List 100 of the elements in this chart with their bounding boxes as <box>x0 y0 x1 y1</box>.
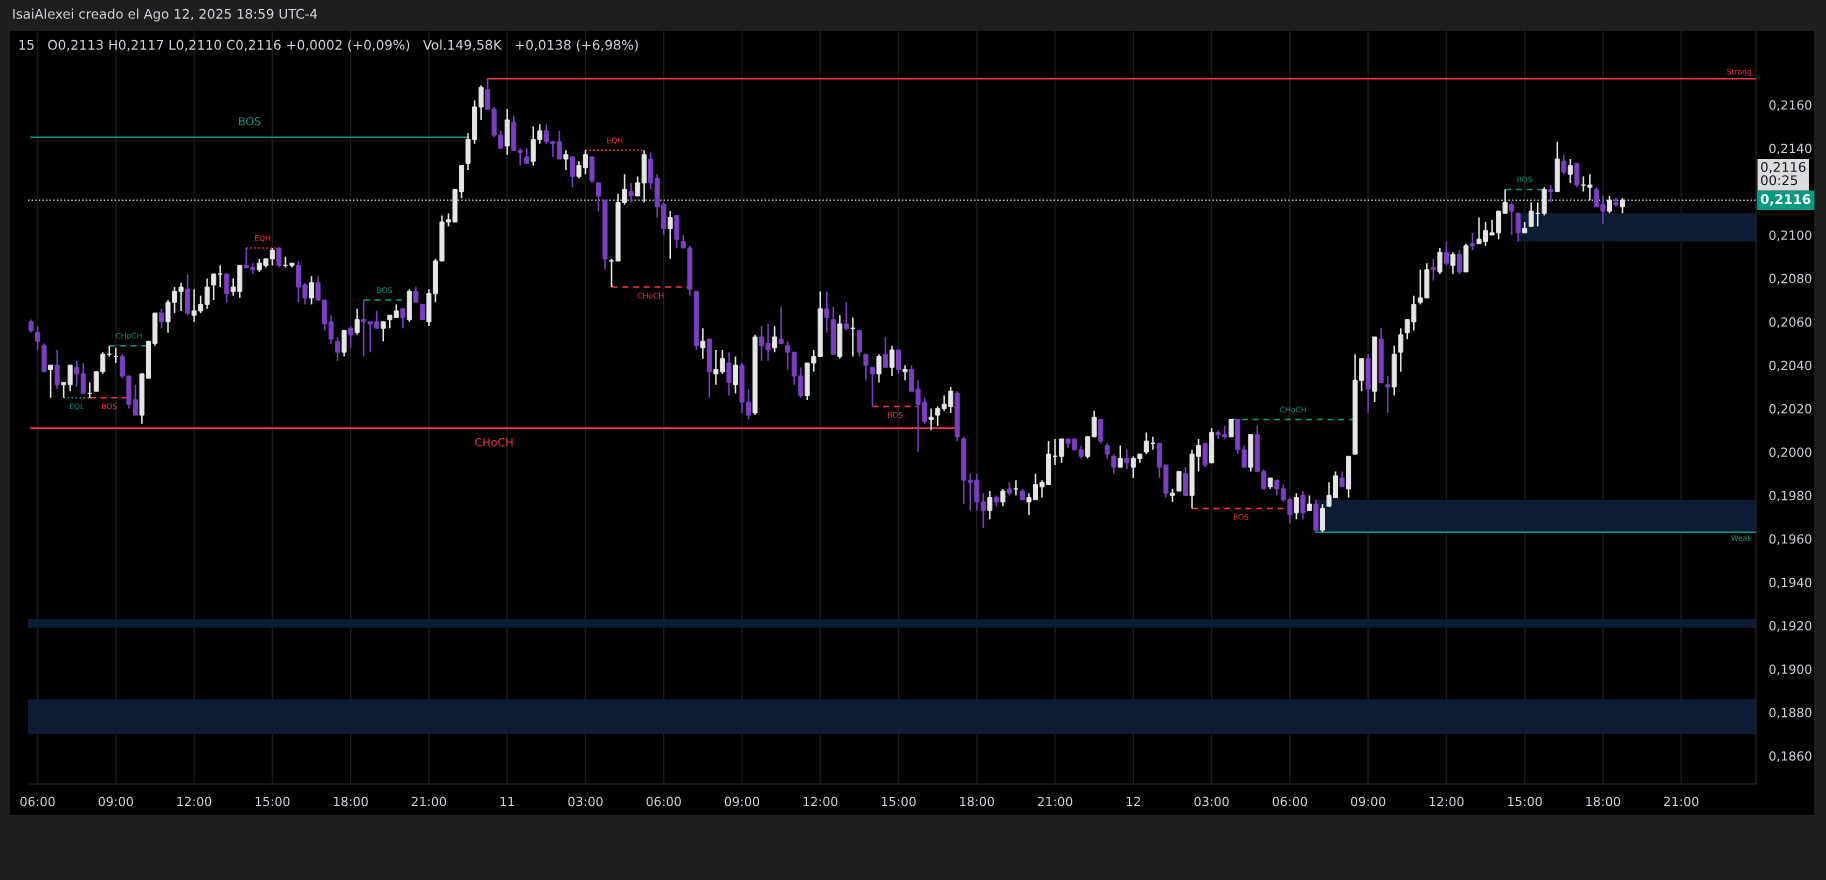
x-tick-label: 03:00 <box>568 796 603 807</box>
candlestick <box>628 182 634 204</box>
x-tick-label: 09:00 <box>98 796 134 807</box>
candlestick <box>400 307 406 330</box>
candlestick <box>354 307 360 336</box>
candlestick <box>1241 444 1247 468</box>
x-tick-label: 12:00 <box>177 796 212 807</box>
y-tick-label: 0,1900 <box>1769 664 1812 676</box>
candlestick <box>1574 162 1580 189</box>
text: 00:25 <box>1761 175 1798 186</box>
candlestick <box>1587 173 1593 202</box>
x-tick-label: 21:00 <box>1664 796 1699 807</box>
candlestick <box>1443 240 1449 267</box>
y-tick-label: 0,2160 <box>1769 100 1812 111</box>
candlestick <box>589 156 595 184</box>
x-tick-label: 12:00 <box>803 796 838 807</box>
candlestick <box>1613 197 1619 208</box>
candlestick <box>1548 184 1554 204</box>
candlestick <box>35 325 41 351</box>
series-label: BOS <box>239 117 261 126</box>
candlestick <box>1509 201 1515 236</box>
x-tick-label: 15:00 <box>881 796 916 807</box>
candlestick <box>869 366 875 408</box>
candlestick <box>48 364 54 399</box>
candlestick <box>824 290 830 334</box>
candlestick <box>74 360 80 388</box>
text: 15 O0,2113 H0,2117 L0,2110 C0,2116 +0,0002 (+0,09%) Vol.149,58K +0,0138 (+6,98%) <box>19 39 638 52</box>
candlestick <box>778 305 784 345</box>
y-tick-label: 0,2060 <box>1769 317 1812 328</box>
x-tick-label: 15:00 <box>255 796 290 807</box>
candlestick <box>563 149 569 171</box>
candlestick <box>1124 449 1130 471</box>
candlestick <box>1450 251 1456 275</box>
x-tick-label: 12:00 <box>1429 796 1464 807</box>
x-tick-label: 03:00 <box>1194 796 1229 807</box>
x-tick-label: 06:00 <box>1272 796 1308 807</box>
y-tick-label: 0,1880 <box>1769 707 1812 719</box>
y-tick-label: 0,1920 <box>1769 621 1812 632</box>
candlestick <box>1059 438 1065 464</box>
candlestick <box>1143 431 1149 455</box>
candlestick <box>1567 158 1573 184</box>
x-tick-label: 09:00 <box>724 796 760 807</box>
candlestick <box>67 364 73 392</box>
x-tick-label: 18:00 <box>1586 796 1621 807</box>
candlestick <box>185 273 191 317</box>
y-tick-label: 0,2140 <box>1769 143 1812 155</box>
candlestick <box>772 325 778 353</box>
y-tick-label: 0,1860 <box>1769 751 1812 762</box>
candlestick <box>843 301 849 332</box>
candlestick <box>1541 186 1547 217</box>
candlestick <box>980 492 986 529</box>
candlestick <box>1293 492 1299 521</box>
candlestick <box>1013 479 1019 497</box>
x-tick-label: 06:00 <box>20 796 55 807</box>
y-tick-label: 0,1960 <box>1769 534 1812 545</box>
candlestick <box>1385 375 1391 414</box>
candlestick <box>217 264 223 288</box>
candlestick <box>856 329 862 358</box>
candlestick <box>935 405 941 427</box>
y-tick-label: 0,2000 <box>1769 447 1812 459</box>
candlestick <box>1111 453 1117 475</box>
x-tick-label: 18:00 <box>960 796 994 807</box>
candlestick <box>1398 327 1404 373</box>
x-tick-label: 21:00 <box>1037 796 1073 807</box>
x-tick-label: 12 <box>1126 796 1141 806</box>
candlestick <box>348 325 354 349</box>
candlestick <box>335 336 341 362</box>
candlestick <box>361 299 367 358</box>
candlestick <box>1085 436 1091 460</box>
ref-line-label: 0,2116 <box>1760 194 1811 206</box>
candlestick <box>1300 490 1306 521</box>
candlestick <box>1456 249 1462 275</box>
candlestick <box>889 344 895 377</box>
candlestick <box>341 329 347 358</box>
candlestick <box>380 321 386 343</box>
candlestick <box>896 349 902 375</box>
candlestick <box>732 355 738 395</box>
candlestick <box>928 407 934 432</box>
candlestick <box>517 147 523 167</box>
x-tick-label: 18:00 <box>334 796 368 807</box>
candlestick <box>1091 409 1097 438</box>
candlestick <box>158 307 164 330</box>
candlestick <box>1183 466 1189 497</box>
y-tick-label: 0,1980 <box>1769 490 1812 502</box>
candlestick <box>308 275 315 306</box>
x-tick-label: 09:00 <box>1350 796 1386 807</box>
candlestick <box>1430 258 1436 282</box>
candlestick <box>876 353 882 384</box>
candlestick <box>700 327 706 360</box>
y-tick-label: 0,2100 <box>1769 230 1812 242</box>
series-label: CHoCH <box>475 438 513 447</box>
candlestick <box>1176 471 1182 492</box>
candlestick <box>1098 418 1104 445</box>
candlestick <box>726 351 732 397</box>
candlestick <box>595 182 601 212</box>
candlestick <box>224 273 230 304</box>
x-tick-label: 15:00 <box>1508 796 1542 807</box>
candlestick <box>648 151 654 191</box>
y-tick-label: 0,1940 <box>1769 577 1812 589</box>
candlestick <box>1202 442 1208 468</box>
